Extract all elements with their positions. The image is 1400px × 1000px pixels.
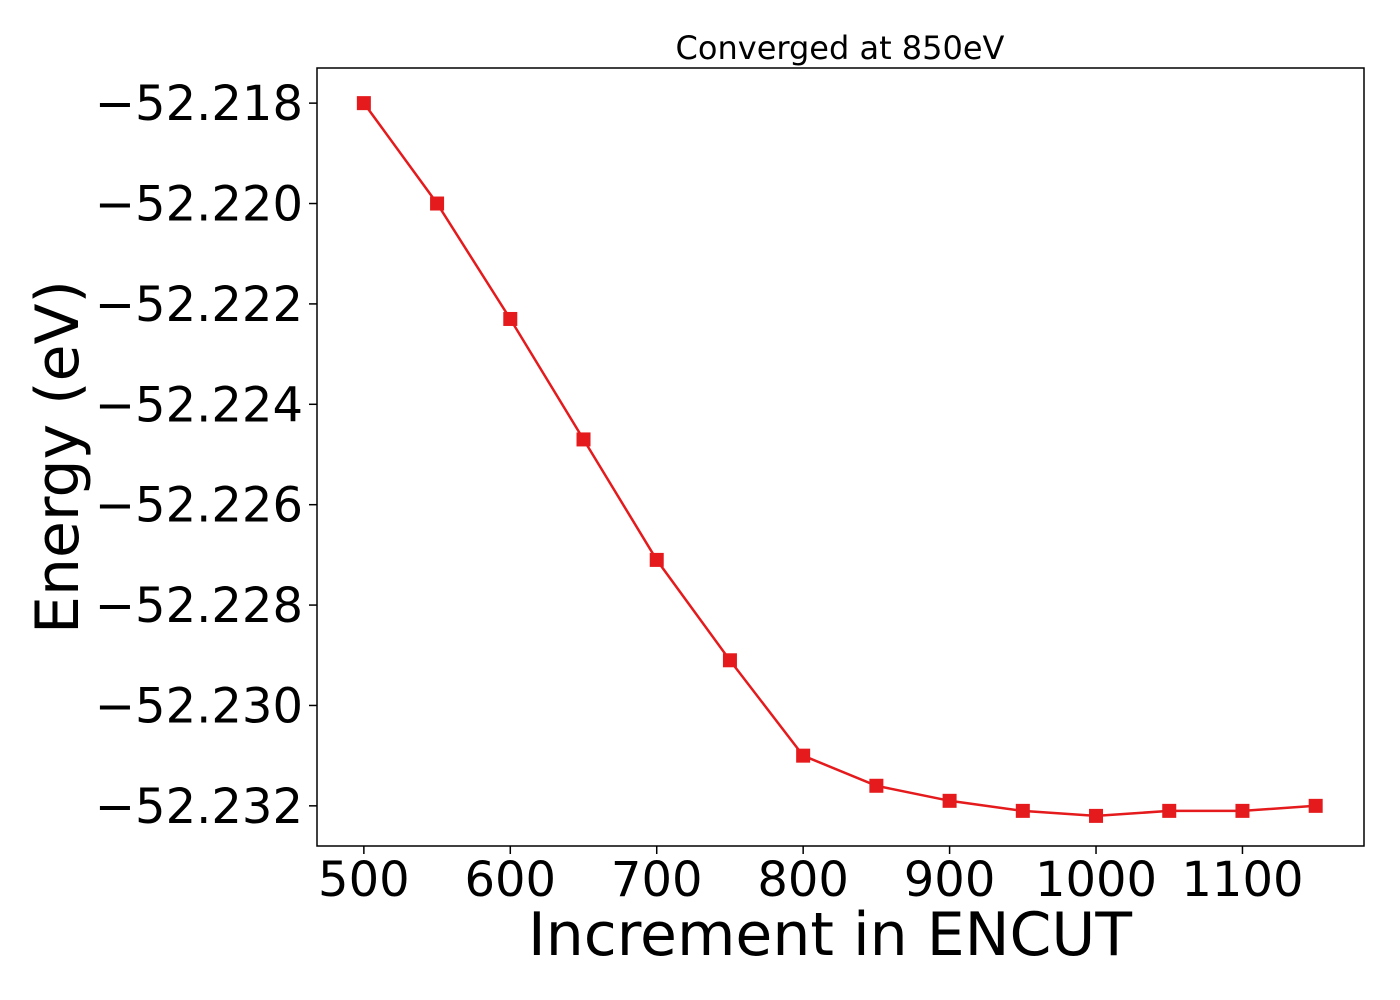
y-axis: −52.218 −52.220 −52.222 −52.224 −52.226 −52.2… [95,76,317,835]
data-point-marker [1162,803,1177,818]
data-point-marker [576,432,591,447]
data-point-marker [430,196,445,211]
y-tick-label: −52.222 [95,277,303,333]
x-tick-label: 500 [318,852,410,908]
x-axis: 500 600 700 800 900 1000 1100 [318,846,1304,908]
series-line [362,102,1316,818]
data-point-marker [1015,803,1030,818]
data-point-marker [503,311,518,326]
y-tick-label: −52.224 [95,377,303,433]
chart-title: Converged at 850eV [676,29,1005,67]
data-point-marker [1235,803,1250,818]
data-point-marker [722,653,737,668]
y-tick-label: −52.228 [95,578,303,634]
x-tick-label: 700 [611,852,703,908]
x-tick-label: 800 [757,852,849,908]
x-axis-label: Increment in ENCUT [528,900,1132,970]
y-tick-label: −52.220 [95,177,303,233]
data-point-marker [649,552,664,567]
y-axis-label: Energy (eV) [23,280,93,634]
data-point-marker [869,778,884,793]
plot-frame [316,67,1365,847]
y-tick-label: −52.230 [95,678,303,734]
x-tick-label: 900 [904,852,996,908]
data-point-marker [1308,798,1323,813]
y-tick-label: −52.226 [95,478,303,534]
x-tick-label: 1000 [1035,852,1157,908]
series-layer [356,96,1323,823]
y-tick-label: −52.218 [95,76,303,132]
data-point-marker [356,96,371,111]
y-tick-label: −52.232 [95,779,303,835]
data-point-marker [1089,808,1104,823]
data-point-marker [942,793,957,808]
x-tick-label: 600 [464,852,556,908]
x-tick-label: 1100 [1181,852,1303,908]
data-point-marker [796,748,811,763]
